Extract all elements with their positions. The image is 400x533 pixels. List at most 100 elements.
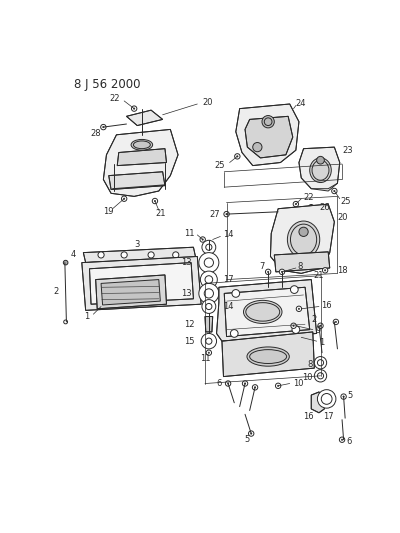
- Text: 17: 17: [223, 275, 233, 284]
- Circle shape: [227, 383, 229, 384]
- Circle shape: [206, 350, 212, 356]
- Text: 19: 19: [104, 207, 114, 216]
- Text: 13: 13: [181, 289, 192, 298]
- Text: 15: 15: [184, 337, 195, 346]
- Circle shape: [252, 385, 258, 390]
- Circle shape: [266, 269, 271, 274]
- Text: 13: 13: [181, 258, 192, 267]
- Text: 21: 21: [155, 209, 166, 218]
- Polygon shape: [236, 104, 299, 166]
- Circle shape: [341, 394, 346, 399]
- Polygon shape: [90, 263, 194, 304]
- Circle shape: [332, 188, 337, 193]
- Text: 14: 14: [223, 230, 233, 239]
- Circle shape: [123, 198, 125, 199]
- Text: 18: 18: [338, 266, 348, 275]
- Circle shape: [200, 237, 205, 242]
- Text: 20: 20: [338, 213, 348, 222]
- Polygon shape: [222, 332, 314, 377]
- Circle shape: [291, 323, 296, 328]
- Circle shape: [318, 323, 323, 328]
- Circle shape: [277, 385, 279, 386]
- Circle shape: [318, 390, 336, 408]
- Circle shape: [308, 205, 314, 210]
- Circle shape: [290, 286, 298, 294]
- Polygon shape: [299, 147, 340, 191]
- Circle shape: [202, 300, 216, 313]
- Circle shape: [63, 260, 68, 265]
- Circle shape: [101, 124, 106, 130]
- Circle shape: [148, 252, 154, 258]
- Circle shape: [267, 271, 269, 273]
- Circle shape: [244, 383, 246, 384]
- Text: 1: 1: [319, 338, 324, 347]
- Text: 5: 5: [244, 435, 249, 444]
- Circle shape: [224, 212, 229, 217]
- Circle shape: [320, 325, 321, 327]
- Text: 2: 2: [312, 315, 317, 324]
- Circle shape: [324, 270, 326, 271]
- Circle shape: [295, 203, 297, 205]
- Text: 11: 11: [184, 229, 195, 238]
- Circle shape: [299, 227, 308, 237]
- Text: 10: 10: [302, 373, 313, 382]
- Text: 28: 28: [90, 129, 101, 138]
- Text: 10: 10: [293, 379, 303, 388]
- Circle shape: [201, 334, 216, 349]
- Circle shape: [341, 439, 343, 440]
- Circle shape: [333, 319, 338, 325]
- Circle shape: [121, 252, 127, 258]
- Circle shape: [235, 154, 240, 159]
- Text: 7: 7: [260, 262, 265, 271]
- Text: 25: 25: [214, 161, 225, 170]
- Text: 17: 17: [323, 412, 334, 421]
- Text: 6: 6: [346, 437, 351, 446]
- Circle shape: [133, 108, 135, 109]
- Text: 24: 24: [296, 100, 306, 109]
- Text: 20: 20: [202, 98, 212, 107]
- Polygon shape: [82, 256, 201, 310]
- Circle shape: [293, 201, 298, 207]
- Text: 12: 12: [184, 320, 195, 329]
- Circle shape: [298, 308, 300, 310]
- Circle shape: [199, 284, 219, 303]
- Circle shape: [276, 383, 281, 389]
- Text: 8: 8: [297, 262, 303, 271]
- Circle shape: [281, 271, 283, 273]
- Circle shape: [230, 329, 238, 337]
- Circle shape: [202, 240, 216, 254]
- Polygon shape: [270, 204, 334, 273]
- Text: 25: 25: [340, 197, 351, 206]
- Circle shape: [98, 252, 104, 258]
- Text: 21: 21: [314, 271, 324, 280]
- Circle shape: [322, 268, 328, 273]
- Circle shape: [226, 381, 231, 386]
- Circle shape: [335, 321, 337, 322]
- Circle shape: [343, 396, 344, 398]
- Polygon shape: [101, 280, 160, 305]
- Ellipse shape: [310, 158, 331, 182]
- Ellipse shape: [247, 347, 289, 366]
- Circle shape: [248, 431, 254, 436]
- Polygon shape: [126, 110, 163, 126]
- Circle shape: [314, 370, 327, 382]
- Circle shape: [122, 196, 127, 201]
- Circle shape: [226, 213, 227, 215]
- Text: 8: 8: [308, 360, 313, 369]
- Text: 5: 5: [348, 391, 353, 400]
- Circle shape: [102, 126, 104, 128]
- Polygon shape: [205, 317, 213, 332]
- Text: 3: 3: [134, 240, 140, 249]
- Text: 27: 27: [210, 211, 220, 220]
- Polygon shape: [96, 275, 166, 309]
- Circle shape: [254, 386, 256, 388]
- Circle shape: [232, 289, 240, 297]
- Text: 26: 26: [319, 203, 330, 212]
- Circle shape: [339, 437, 345, 442]
- Polygon shape: [103, 130, 178, 196]
- Text: 8 J 56 2000: 8 J 56 2000: [74, 78, 141, 91]
- Polygon shape: [109, 172, 165, 189]
- Circle shape: [262, 116, 274, 128]
- Text: 14: 14: [223, 302, 233, 311]
- Circle shape: [334, 190, 335, 192]
